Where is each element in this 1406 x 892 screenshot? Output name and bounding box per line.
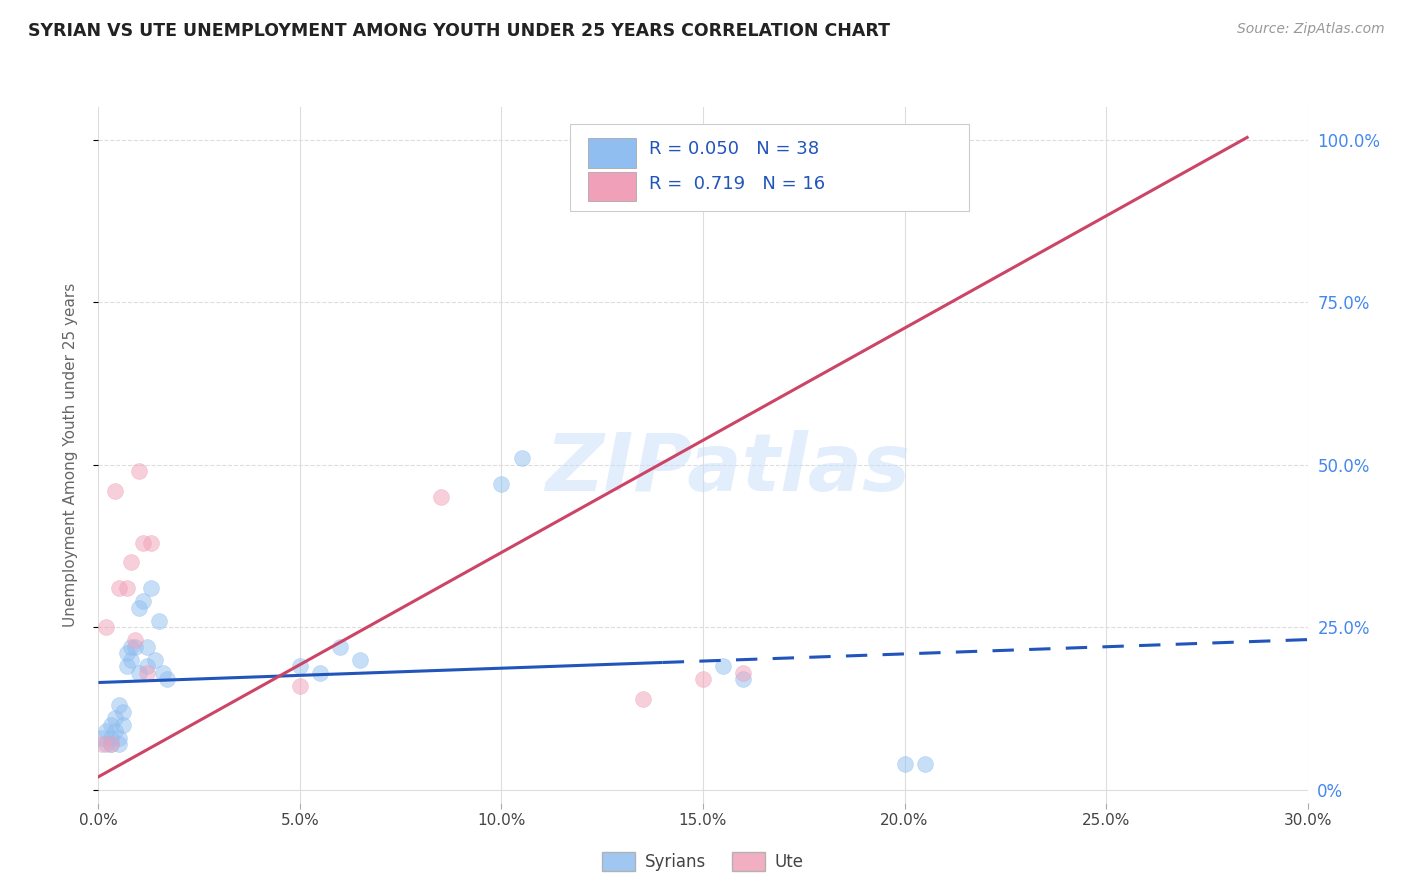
Point <box>111 705 134 719</box>
Point <box>100 718 122 732</box>
Point <box>124 640 146 654</box>
FancyBboxPatch shape <box>569 124 969 211</box>
Point <box>733 672 755 686</box>
Text: R = 0.050   N = 38: R = 0.050 N = 38 <box>648 140 818 159</box>
FancyBboxPatch shape <box>588 172 637 201</box>
Text: Source: ZipAtlas.com: Source: ZipAtlas.com <box>1237 22 1385 37</box>
Point <box>100 737 122 751</box>
Point <box>349 653 371 667</box>
Legend: Syrians, Ute: Syrians, Ute <box>595 846 811 878</box>
Point <box>139 581 162 595</box>
Point <box>100 731 122 745</box>
Point <box>135 659 157 673</box>
Point <box>510 451 533 466</box>
Point <box>115 581 138 595</box>
Point <box>111 718 134 732</box>
Point <box>128 464 150 478</box>
Point <box>107 698 129 713</box>
Point <box>156 672 179 686</box>
Point <box>128 665 150 680</box>
Point <box>128 600 150 615</box>
Point <box>91 737 114 751</box>
Point <box>914 756 936 771</box>
Point <box>103 724 125 739</box>
Text: ZIPatlas: ZIPatlas <box>544 430 910 508</box>
Point <box>120 555 142 569</box>
Y-axis label: Unemployment Among Youth under 25 years: Unemployment Among Youth under 25 years <box>63 283 77 627</box>
Point <box>132 535 155 549</box>
Point <box>124 633 146 648</box>
Point <box>103 483 125 498</box>
Text: SYRIAN VS UTE UNEMPLOYMENT AMONG YOUTH UNDER 25 YEARS CORRELATION CHART: SYRIAN VS UTE UNEMPLOYMENT AMONG YOUTH U… <box>28 22 890 40</box>
Point <box>288 659 311 673</box>
Point <box>91 731 114 745</box>
Point <box>100 737 122 751</box>
Point <box>733 665 755 680</box>
Point <box>135 640 157 654</box>
Point <box>152 665 174 680</box>
Point <box>430 490 453 504</box>
Point <box>132 594 155 608</box>
Point <box>120 653 142 667</box>
Text: R =  0.719   N = 16: R = 0.719 N = 16 <box>648 175 825 193</box>
Point <box>96 724 118 739</box>
Point <box>103 711 125 725</box>
Point <box>148 614 170 628</box>
Point <box>107 737 129 751</box>
Point <box>107 581 129 595</box>
FancyBboxPatch shape <box>588 138 637 168</box>
Point <box>491 477 513 491</box>
Point <box>115 659 138 673</box>
Point <box>107 731 129 745</box>
Point <box>288 679 311 693</box>
Point <box>96 737 118 751</box>
Point <box>115 646 138 660</box>
Point <box>143 653 166 667</box>
Point <box>692 672 714 686</box>
Point <box>309 665 332 680</box>
Point <box>893 756 915 771</box>
Point <box>711 659 734 673</box>
Point <box>135 665 157 680</box>
Point <box>631 691 654 706</box>
Point <box>329 640 352 654</box>
Point <box>96 620 118 634</box>
Point <box>139 535 162 549</box>
Point <box>120 640 142 654</box>
